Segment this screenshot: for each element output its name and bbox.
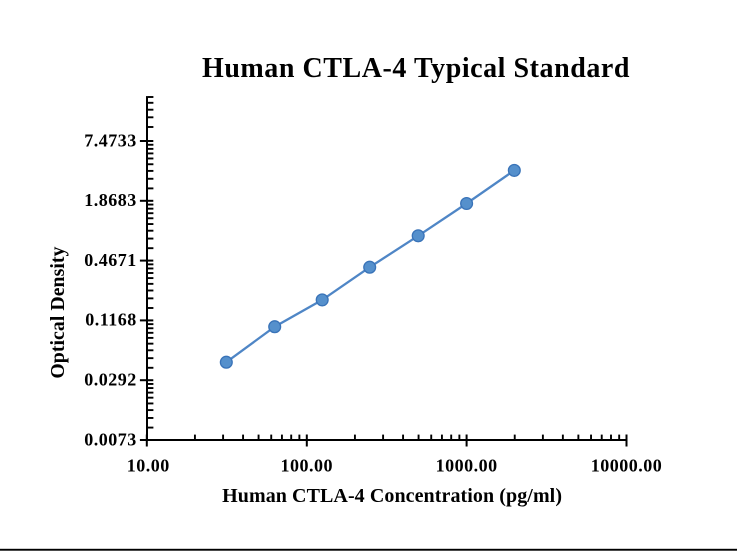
svg-text:1000.00: 1000.00 — [436, 456, 498, 476]
svg-text:Human CTLA-4 Typical Standard: Human CTLA-4 Typical Standard — [202, 53, 630, 84]
svg-text:7.4733: 7.4733 — [84, 130, 137, 150]
svg-text:10.00: 10.00 — [127, 456, 170, 476]
svg-text:1.8683: 1.8683 — [84, 190, 137, 210]
svg-text:Optical Density: Optical Density — [47, 247, 69, 379]
svg-text:0.0292: 0.0292 — [84, 370, 137, 390]
svg-text:0.0073: 0.0073 — [84, 429, 137, 449]
svg-text:0.4671: 0.4671 — [84, 250, 137, 270]
svg-text:0.1168: 0.1168 — [85, 310, 137, 330]
svg-text:10000.00: 10000.00 — [591, 456, 663, 476]
svg-text:Human CTLA-4 Concentration (pg: Human CTLA-4 Concentration (pg/ml) — [222, 485, 562, 507]
svg-text:100.00: 100.00 — [281, 456, 334, 476]
